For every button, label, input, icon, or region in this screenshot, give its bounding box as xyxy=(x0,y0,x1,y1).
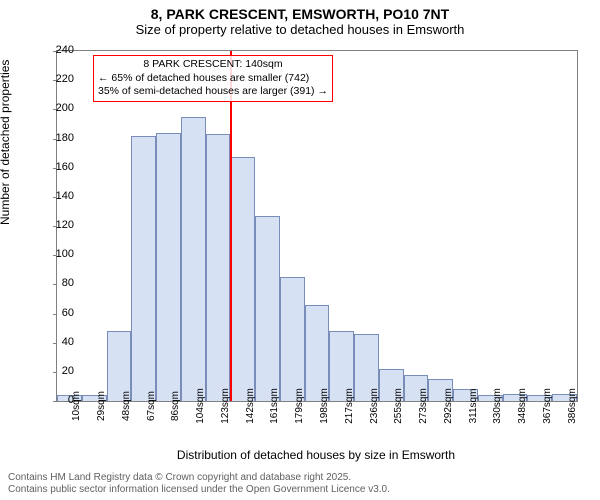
annotation-box: 8 PARK CRESCENT: 140sqm← 65% of detached… xyxy=(93,55,333,102)
y-tick-label: 100 xyxy=(56,248,74,260)
y-tick-label: 240 xyxy=(56,44,74,56)
footer-line1: Contains HM Land Registry data © Crown c… xyxy=(8,472,390,484)
y-axis-label: Number of detached properties xyxy=(0,60,12,225)
x-tick-label: 179sqm xyxy=(294,388,305,424)
annotation-line: ← 65% of detached houses are smaller (74… xyxy=(98,72,328,86)
x-tick-label: 123sqm xyxy=(220,388,231,424)
x-tick-label: 67sqm xyxy=(146,391,157,421)
x-tick-label: 48sqm xyxy=(121,391,132,421)
x-tick-label: 367sqm xyxy=(542,388,553,424)
x-tick-label: 330sqm xyxy=(492,388,503,424)
histogram-bar xyxy=(280,277,305,401)
annotation-line: 8 PARK CRESCENT: 140sqm xyxy=(98,58,328,72)
histogram-bar xyxy=(305,305,330,401)
x-tick-label: 386sqm xyxy=(567,388,578,424)
x-tick-label: 311sqm xyxy=(468,389,479,424)
y-tick-label: 40 xyxy=(62,336,74,348)
x-tick-label: 217sqm xyxy=(344,388,355,424)
y-tick-label: 20 xyxy=(62,365,74,377)
x-tick-label: 104sqm xyxy=(195,388,206,424)
x-tick-label: 255sqm xyxy=(393,388,404,424)
x-tick-label: 161sqm xyxy=(269,388,280,424)
footer: Contains HM Land Registry data © Crown c… xyxy=(8,472,390,496)
y-tick-label: 80 xyxy=(62,277,74,289)
y-tick-label: 120 xyxy=(56,219,74,231)
plot-area: 8 PARK CRESCENT: 140sqm← 65% of detached… xyxy=(56,50,578,402)
histogram-bar xyxy=(181,117,206,401)
x-tick-label: 236sqm xyxy=(369,388,380,424)
footer-line2: Contains public sector information licen… xyxy=(8,484,390,496)
x-tick-label: 292sqm xyxy=(443,388,454,424)
histogram-bar xyxy=(255,216,280,401)
marker-line xyxy=(230,51,232,401)
x-tick-label: 10sqm xyxy=(71,391,82,421)
histogram-bar xyxy=(206,134,231,401)
histogram-bar xyxy=(156,133,181,401)
x-tick-label: 348sqm xyxy=(517,388,528,424)
histogram-bar xyxy=(230,157,255,401)
annotation-line: 35% of semi-detached houses are larger (… xyxy=(98,85,328,99)
chart-title: 8, PARK CRESCENT, EMSWORTH, PO10 7NT xyxy=(0,0,600,22)
y-tick-label: 200 xyxy=(56,102,74,114)
chart-subtitle: Size of property relative to detached ho… xyxy=(0,22,600,41)
y-tick-label: 60 xyxy=(62,307,74,319)
y-tick-label: 140 xyxy=(56,190,74,202)
x-tick-label: 273sqm xyxy=(418,388,429,424)
y-tick-label: 180 xyxy=(56,132,74,144)
x-tick-label: 29sqm xyxy=(96,391,107,421)
chart-container: 8, PARK CRESCENT, EMSWORTH, PO10 7NT Siz… xyxy=(0,0,600,500)
x-tick-label: 86sqm xyxy=(170,391,181,421)
y-tick-label: 160 xyxy=(56,161,74,173)
histogram-bar xyxy=(131,136,156,401)
x-tick-label: 142sqm xyxy=(245,388,256,424)
x-tick-label: 198sqm xyxy=(319,388,330,424)
x-axis-label: Distribution of detached houses by size … xyxy=(56,448,576,462)
y-tick-label: 220 xyxy=(56,73,74,85)
